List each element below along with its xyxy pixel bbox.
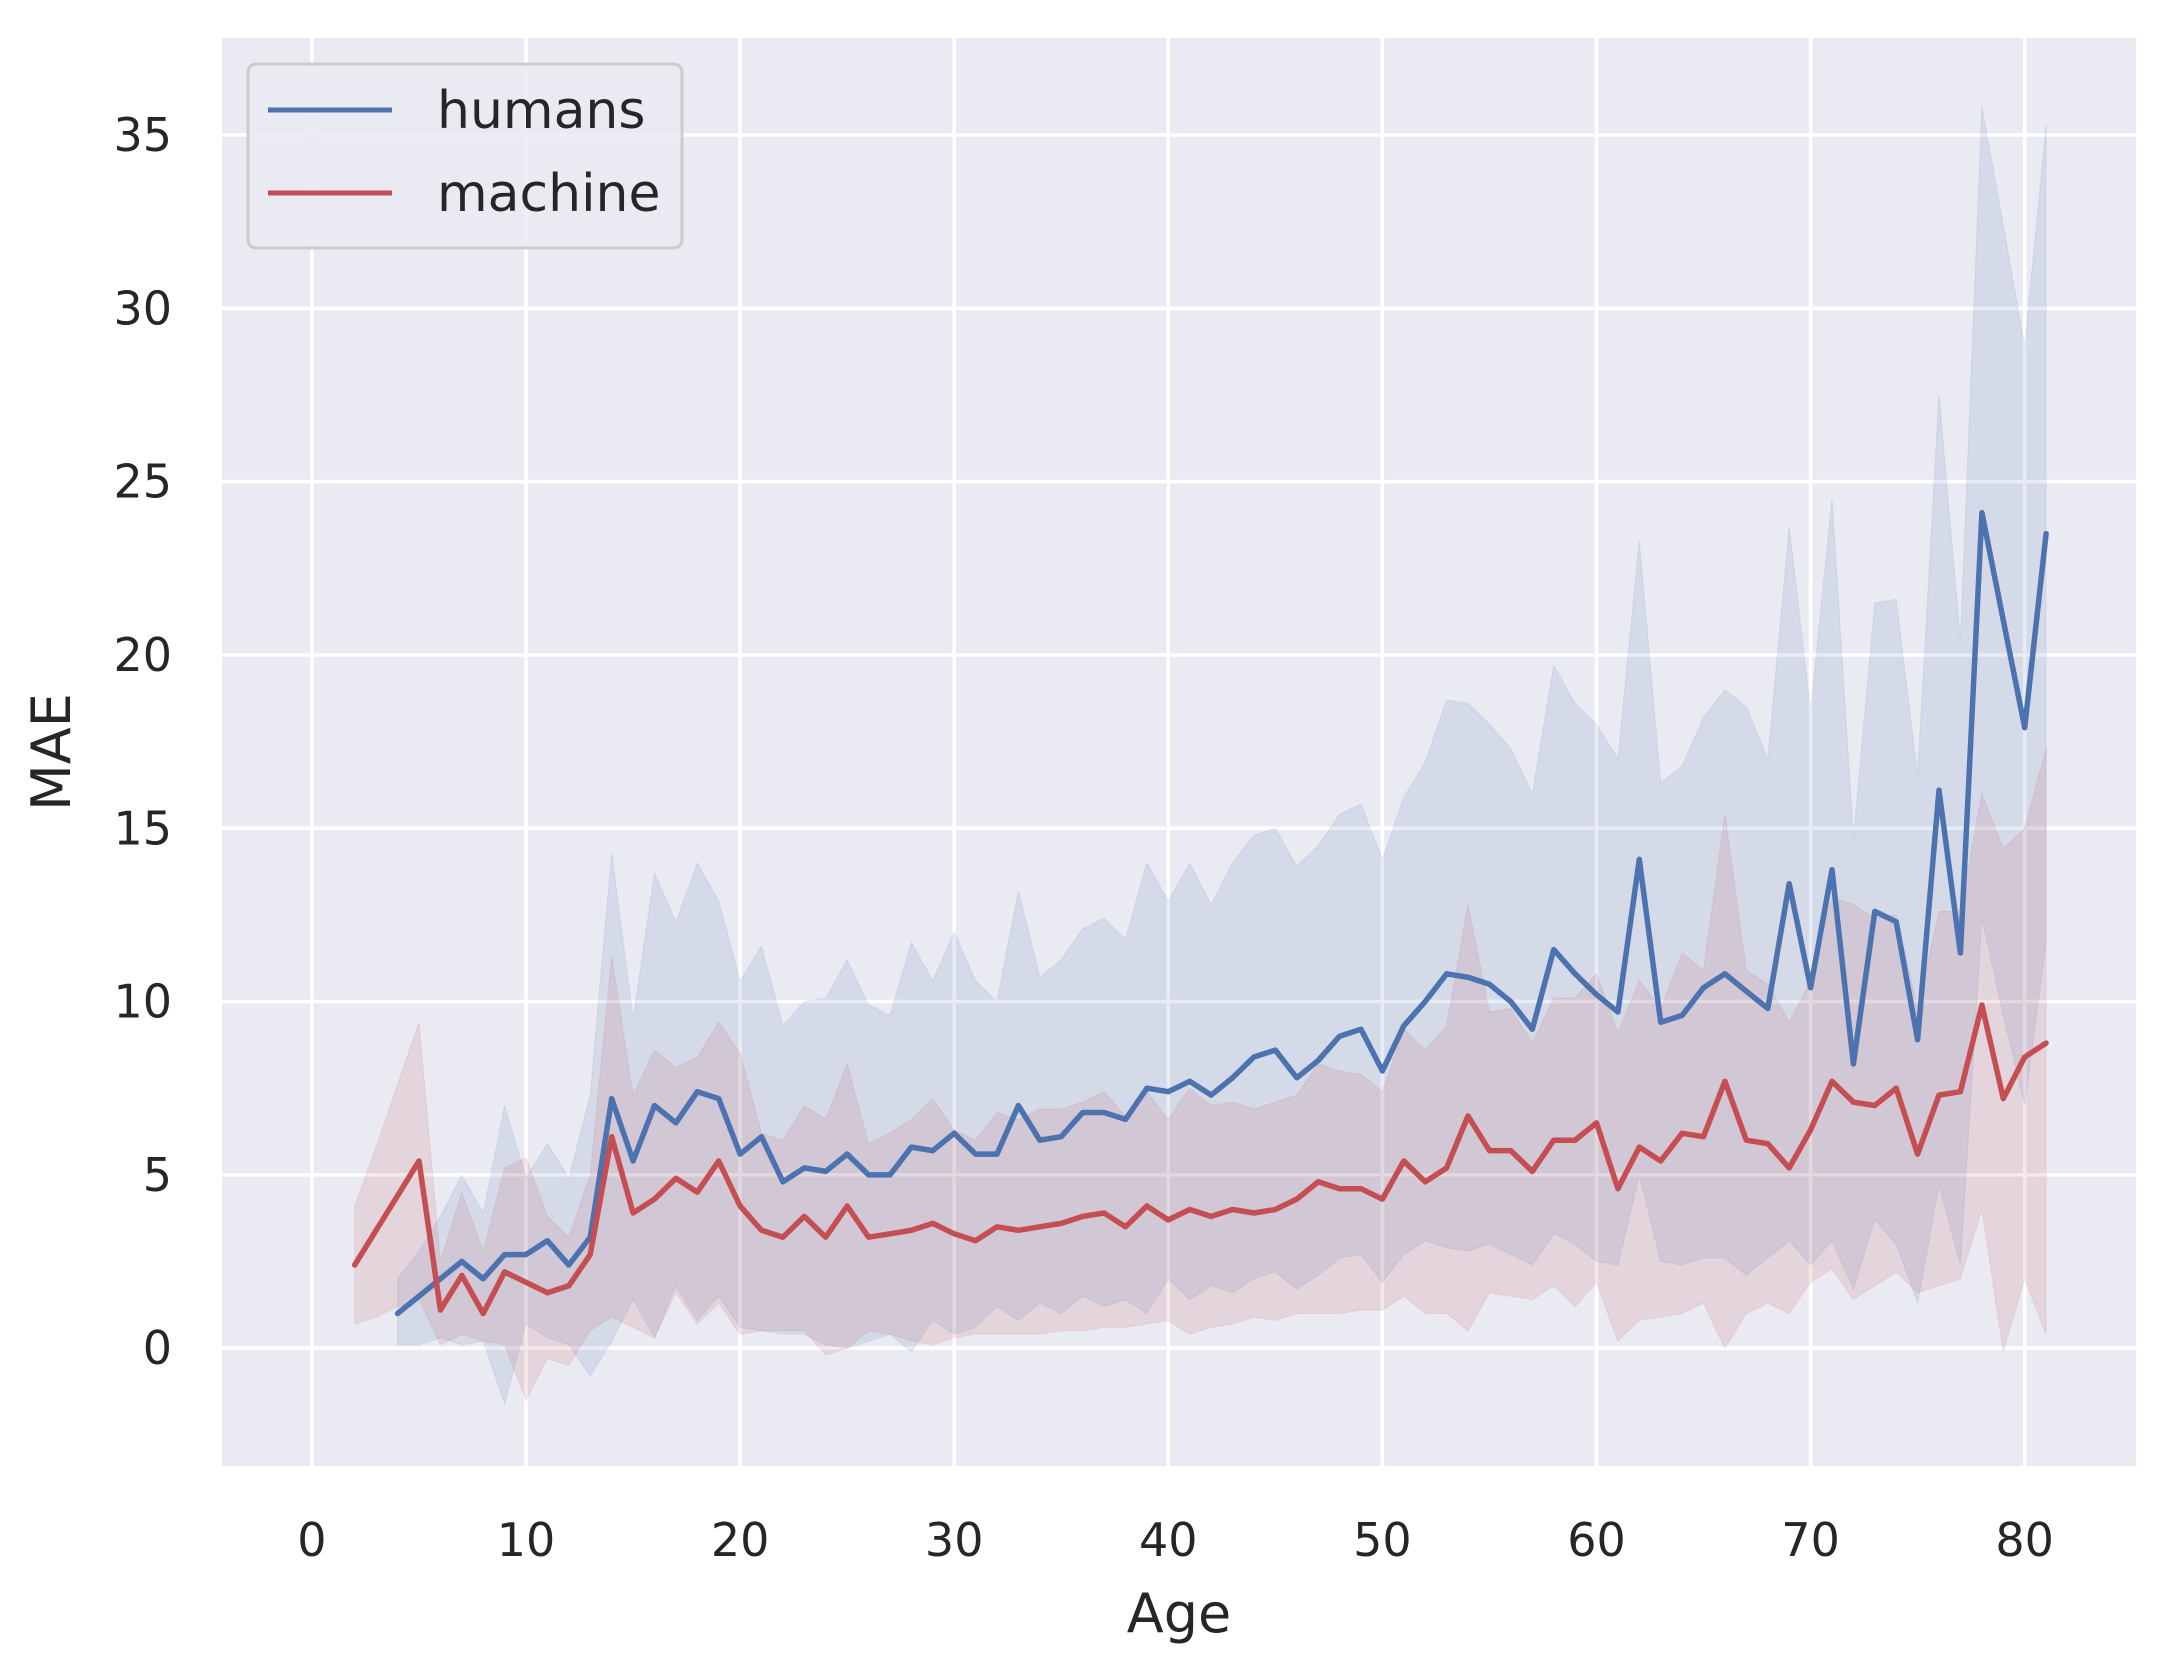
x-tick-label: 10	[497, 1513, 556, 1567]
series-lines	[351, 510, 2049, 1317]
x-tick-label: 80	[1995, 1513, 2054, 1567]
y-tick-label: 20	[113, 628, 172, 682]
x-tick-label: 0	[297, 1513, 326, 1567]
x-tick-label: 70	[1781, 1513, 1840, 1567]
plot-area	[222, 38, 2136, 1466]
legend-label-machine: machine	[437, 164, 660, 224]
x-tick-label: 30	[925, 1513, 984, 1567]
series-line-machine	[351, 1002, 2049, 1317]
x-tick-label: 50	[1353, 1513, 1412, 1567]
legend-label-humans: humans	[437, 81, 645, 141]
x-axis-title: Age	[1127, 1582, 1231, 1645]
y-tick-label: 10	[113, 975, 172, 1029]
legend: humans machine	[246, 62, 684, 250]
y-tick-label: 5	[143, 1148, 172, 1202]
y-tick-label: 0	[143, 1321, 172, 1375]
y-tick-label: 30	[113, 281, 172, 335]
series-line-humans	[394, 510, 2049, 1317]
y-tick-label: 15	[113, 801, 172, 855]
y-tick-label: 25	[113, 455, 172, 509]
x-tick-label: 20	[711, 1513, 770, 1567]
x-tick-label: 60	[1567, 1513, 1626, 1567]
ci-band-humans	[397, 107, 2047, 1406]
grid-lines	[222, 38, 2136, 1466]
y-axis-ticks: 0 5 10 15 20 25 30 35	[113, 108, 172, 1375]
y-axis-title: MAE	[20, 693, 83, 811]
y-tick-label: 35	[113, 108, 172, 162]
x-axis-ticks: 0 10 20 30 40 50 60 70 80	[297, 1513, 2054, 1567]
x-tick-label: 40	[1139, 1513, 1198, 1567]
